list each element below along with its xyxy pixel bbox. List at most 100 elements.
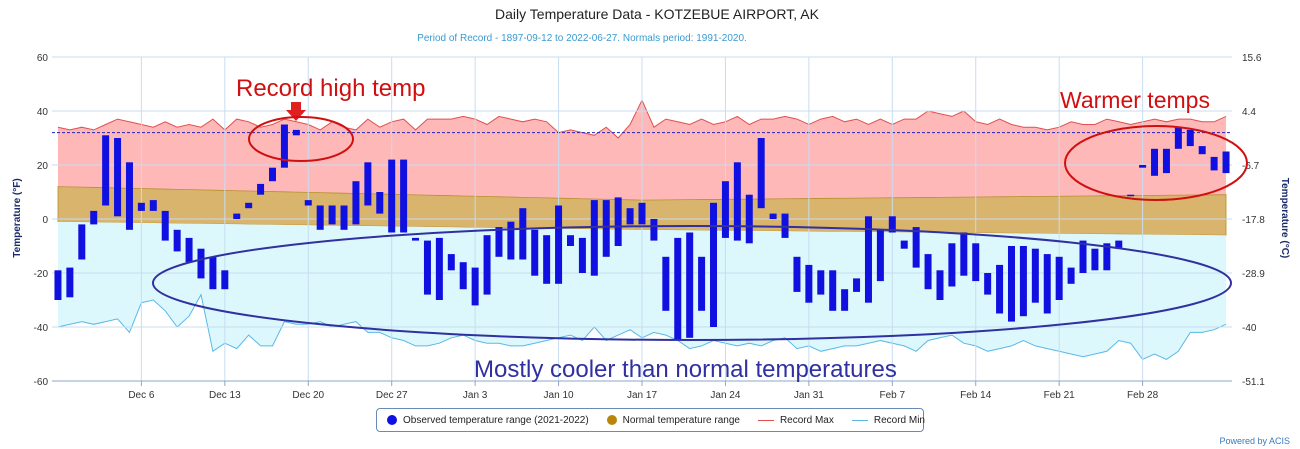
observed-bar xyxy=(972,243,980,282)
y-tick-label-right: -51.1 xyxy=(1242,377,1265,388)
observed-bar xyxy=(495,227,503,257)
legend-record-min[interactable]: Record Min xyxy=(851,415,925,426)
observed-bar xyxy=(447,254,455,271)
y-tick-label-right: -17.8 xyxy=(1242,215,1265,226)
x-tick-label: Feb 7 xyxy=(880,390,906,401)
legend-record-max-label: Record Max xyxy=(779,414,834,426)
normal-dot-icon xyxy=(606,415,617,425)
observed-bar xyxy=(984,273,992,295)
observed-bar xyxy=(352,181,360,225)
observed-bar xyxy=(960,232,968,276)
observed-bar xyxy=(1091,248,1099,271)
observed-bar xyxy=(197,248,205,279)
observed-bar xyxy=(1067,267,1075,284)
y-tick-label-right: 15.6 xyxy=(1242,53,1262,64)
observed-dot-icon xyxy=(387,415,397,425)
observed-bar xyxy=(149,200,157,211)
observed-bars xyxy=(54,124,1230,341)
record-min-line-icon xyxy=(851,419,868,421)
observed-bar xyxy=(1198,146,1206,155)
legend-normal[interactable]: Normal temperature range xyxy=(606,414,740,426)
observed-bar xyxy=(864,216,872,303)
annotations: Record high temp Warmer temps Mostly coo… xyxy=(152,75,1248,383)
y-tick-label-left: -20 xyxy=(34,269,49,280)
observed-bar xyxy=(543,235,551,284)
observed-bar xyxy=(924,254,932,290)
observed-bar xyxy=(1127,194,1135,197)
legend-record-max[interactable]: Record Max xyxy=(757,414,834,426)
x-tick-label: Dec 20 xyxy=(292,390,324,401)
record-high-arrow xyxy=(286,102,306,121)
y-tick-label-left: 40 xyxy=(37,107,49,118)
observed-bar xyxy=(948,243,956,287)
observed-bar xyxy=(483,235,491,295)
observed-bar xyxy=(114,138,122,217)
observed-bar xyxy=(757,138,765,209)
observed-bar xyxy=(185,237,193,263)
observed-bar xyxy=(817,270,825,295)
observed-bar xyxy=(1186,129,1194,147)
observed-bar xyxy=(829,270,837,311)
observed-bar xyxy=(423,240,431,295)
observed-bar xyxy=(841,289,849,311)
observed-bar xyxy=(459,262,467,290)
legend: Observed temperature range (2021-2022) N… xyxy=(376,408,925,432)
warmer-ellipse xyxy=(1064,125,1248,201)
observed-bar xyxy=(912,227,920,268)
chart-subtitle: Period of Record - 1897-09-12 to 2022-06… xyxy=(417,33,747,44)
observed-bar xyxy=(1139,165,1147,168)
x-tick-label: Jan 24 xyxy=(710,390,740,401)
y-tick-label-right: -28.9 xyxy=(1242,269,1265,280)
observed-bar xyxy=(1079,240,1087,273)
observed-bar xyxy=(292,129,300,136)
legend-observed-label: Observed temperature range (2021-2022) xyxy=(403,414,589,426)
observed-bar xyxy=(805,264,813,303)
observed-bar xyxy=(328,205,336,225)
observed-bar xyxy=(650,219,658,241)
observed-bar xyxy=(590,200,598,276)
legend-observed[interactable]: Observed temperature range (2021-2022) xyxy=(387,415,589,426)
record-max-line-icon xyxy=(757,419,774,421)
observed-bar xyxy=(555,205,563,284)
observed-bar xyxy=(1019,246,1027,317)
cooler-ellipse xyxy=(152,225,1232,341)
cooler-annotation: Mostly cooler than normal temperatures xyxy=(474,356,897,383)
observed-bar xyxy=(412,237,420,241)
observed-bar xyxy=(1162,148,1170,174)
observed-bar xyxy=(710,202,718,327)
x-tick-label: Feb 14 xyxy=(960,390,992,401)
y-axis-title-right: Temperature (°C) xyxy=(1279,178,1290,259)
observed-bar xyxy=(1055,256,1063,300)
observed-bar xyxy=(996,264,1004,314)
powered-by-link[interactable]: Powered by ACIS xyxy=(1219,436,1290,446)
observed-bar xyxy=(936,270,944,300)
observed-bar xyxy=(161,210,169,241)
observed-bar xyxy=(304,200,312,206)
observed-bar xyxy=(269,167,277,182)
observed-bar xyxy=(280,124,288,168)
observed-bar xyxy=(400,159,408,233)
observed-bar xyxy=(614,197,622,246)
observed-bar xyxy=(888,216,896,233)
observed-bar xyxy=(209,256,217,290)
x-tick-label: Dec 27 xyxy=(376,390,408,401)
x-tick-label: Dec 13 xyxy=(209,390,241,401)
observed-bar xyxy=(733,162,741,241)
observed-bar xyxy=(66,267,74,298)
observed-bar xyxy=(1031,248,1039,303)
observed-bar xyxy=(245,202,253,209)
observed-bar xyxy=(233,213,241,219)
observed-bar xyxy=(519,208,527,260)
observed-bar xyxy=(376,192,384,214)
y-tick-label-left: 60 xyxy=(37,53,49,64)
y-axis-title-left: Temperature (°F) xyxy=(12,178,23,257)
axes: -60 -40 -20 0 20 40 60 -51.1 -40 -28.9 -17.8 -6.7 4.… xyxy=(34,53,1266,401)
observed-bar xyxy=(1007,246,1015,322)
observed-bar xyxy=(1174,127,1182,149)
observed-bar xyxy=(674,237,682,341)
legend-normal-label: Normal temperature range xyxy=(622,414,740,426)
observed-bar xyxy=(662,256,670,311)
observed-bar xyxy=(721,181,729,238)
record-high-ellipse xyxy=(248,116,354,162)
